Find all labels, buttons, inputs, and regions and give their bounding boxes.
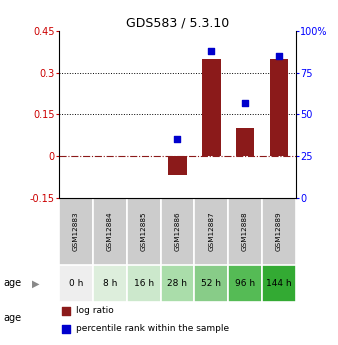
Text: 0 h: 0 h (69, 279, 83, 288)
Bar (194, 265, 228, 302)
Text: 96 h: 96 h (235, 279, 255, 288)
Text: GSM12889: GSM12889 (276, 211, 282, 251)
Bar (194, 198, 228, 265)
Point (276, 53, 282, 59)
Bar (269, 59, 288, 156)
Bar (202, 59, 220, 156)
Bar (59, 265, 93, 302)
Text: GSM12883: GSM12883 (73, 211, 79, 251)
Bar (236, 128, 254, 156)
Text: GSM12885: GSM12885 (141, 211, 147, 251)
Text: GSM12884: GSM12884 (107, 211, 113, 251)
Point (175, 137, 180, 142)
Text: 8 h: 8 h (103, 279, 117, 288)
Point (64, 308, 69, 314)
Point (242, 100, 248, 106)
Text: 52 h: 52 h (201, 279, 221, 288)
Text: 16 h: 16 h (134, 279, 154, 288)
Text: age: age (3, 278, 22, 288)
Text: GSM12886: GSM12886 (174, 211, 180, 251)
Bar (262, 198, 296, 265)
Bar (262, 265, 296, 302)
Text: GSM12887: GSM12887 (208, 211, 214, 251)
Point (209, 48, 214, 54)
Text: 28 h: 28 h (167, 279, 188, 288)
Text: GSM12888: GSM12888 (242, 211, 248, 251)
Point (64, 326, 69, 332)
Bar (93, 265, 127, 302)
Text: percentile rank within the sample: percentile rank within the sample (76, 325, 229, 334)
Text: log ratio: log ratio (76, 306, 114, 315)
Bar (127, 198, 161, 265)
Bar (161, 265, 194, 302)
Title: GDS583 / 5.3.10: GDS583 / 5.3.10 (126, 17, 229, 30)
Bar (93, 198, 127, 265)
Text: ▶: ▶ (32, 278, 40, 288)
Bar (228, 198, 262, 265)
Bar (127, 265, 161, 302)
Bar (59, 198, 93, 265)
Bar (228, 265, 262, 302)
Text: age: age (3, 313, 22, 323)
Text: 144 h: 144 h (266, 279, 292, 288)
Bar (161, 198, 194, 265)
Bar (168, 156, 187, 175)
